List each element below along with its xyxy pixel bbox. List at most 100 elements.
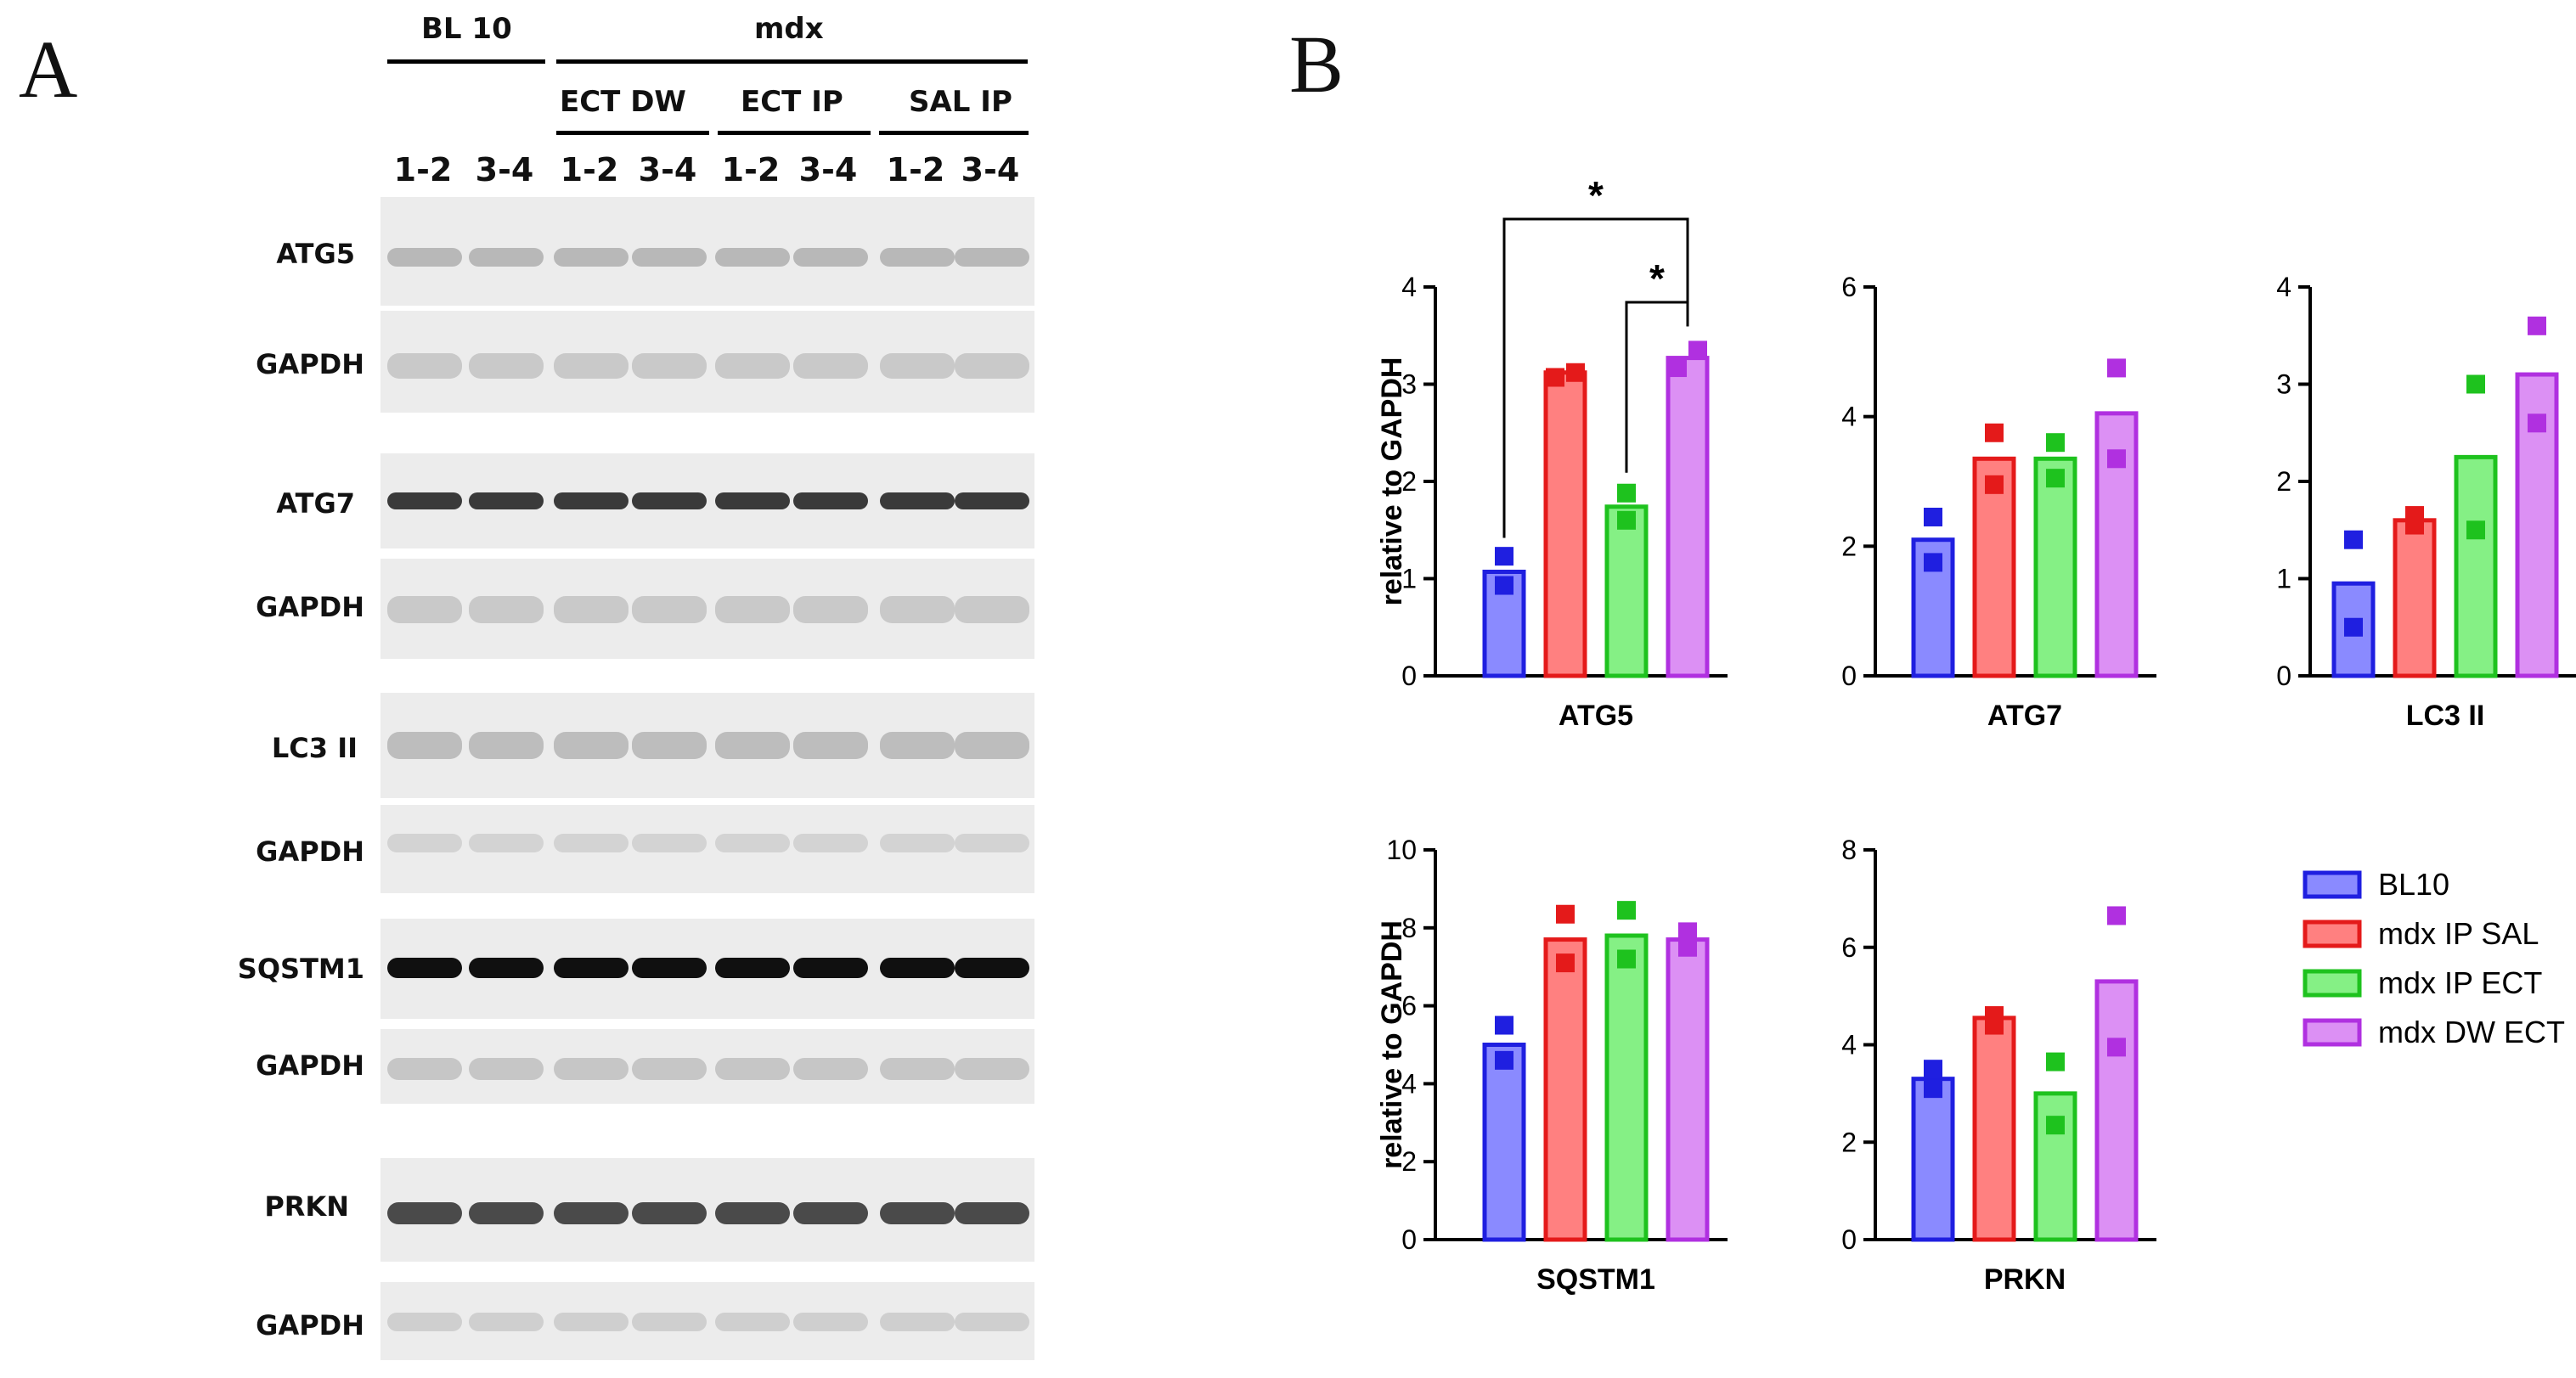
bar — [2033, 456, 2077, 678]
bar — [1543, 937, 1587, 1242]
x-axis-label: LC3 II — [2406, 700, 2485, 732]
data-point — [2405, 506, 2424, 526]
data-point — [2107, 449, 2126, 469]
y-tick-label: 0 — [2276, 661, 2291, 691]
blot-band — [632, 732, 707, 759]
legend-label: mdx IP ECT — [2378, 965, 2542, 1000]
y-tick-label: 10 — [1386, 835, 1417, 865]
data-point — [2528, 413, 2546, 433]
blot-band — [793, 353, 868, 379]
blot-row-label-gapdh: GAPDH — [256, 1049, 364, 1082]
blot-band — [880, 1202, 955, 1224]
blot-band — [469, 596, 544, 623]
y-tick-label: 8 — [1401, 913, 1417, 943]
data-point — [1924, 1079, 1942, 1099]
blot-band — [715, 1313, 790, 1331]
x-axis-label: SQSTM1 — [1536, 1263, 1655, 1296]
x-axis-label: ATG5 — [1559, 700, 1633, 732]
group-line-bl10 — [387, 59, 545, 64]
lane-label: 1-2 — [886, 151, 945, 188]
y-tick-label: 2 — [1841, 531, 1857, 561]
legend-label: mdx DW ECT — [2378, 1015, 2565, 1049]
blot-row-label-gapdh: GAPDH — [256, 348, 364, 380]
data-point — [2466, 374, 2485, 394]
x-axis-label: ATG7 — [1987, 700, 2062, 732]
data-point — [2046, 1116, 2065, 1135]
blot-band — [793, 1058, 868, 1080]
treatment-header-ect-dw: ECT DW — [560, 85, 686, 119]
data-point — [2344, 530, 2363, 549]
blot-row-label-atg5: ATG5 — [276, 238, 355, 270]
data-point — [1566, 363, 1585, 382]
blot-band — [469, 1313, 544, 1331]
blot-band — [715, 834, 790, 852]
blot-band — [793, 1202, 868, 1224]
blot-band — [715, 248, 790, 267]
bar — [1482, 1043, 1526, 1242]
significance-bracket — [1625, 301, 1689, 473]
bar — [2393, 518, 2437, 678]
blot-band — [880, 1058, 955, 1080]
data-point — [1617, 949, 1636, 969]
blot-band — [554, 1058, 628, 1080]
data-point — [2466, 520, 2485, 540]
blot-band — [469, 732, 544, 759]
data-point — [1985, 1006, 2004, 1026]
blot-strip-lc3ii — [380, 693, 1034, 798]
data-point — [1668, 358, 1687, 378]
blot-band — [955, 958, 1029, 978]
blot-strip-gapdh — [380, 1029, 1034, 1104]
blot-row-label-sqstm1: SQSTM1 — [237, 953, 364, 985]
y-tick-label: 4 — [1401, 1068, 1417, 1099]
legend-label: BL10 — [2378, 867, 2449, 902]
blot-band — [469, 248, 544, 267]
blot-band — [554, 596, 628, 623]
blot-band — [632, 1313, 707, 1331]
y-tick-label: 1 — [2276, 564, 2291, 594]
blot-band — [955, 1313, 1029, 1331]
blot-band — [387, 958, 462, 978]
blot-band — [469, 1202, 544, 1224]
treatment-line-ect-ip — [718, 131, 871, 135]
lane-label: 1-2 — [393, 151, 453, 188]
blot-band — [632, 834, 707, 852]
blot-strip-gapdh — [380, 1282, 1034, 1360]
blot-band — [880, 596, 955, 623]
blot-band — [793, 958, 868, 978]
blot-band — [880, 1313, 955, 1331]
legend-label: mdx IP SAL — [2378, 916, 2539, 951]
legend-swatch — [2303, 1018, 2362, 1047]
blot-band — [955, 492, 1029, 509]
y-tick-label: 0 — [1841, 661, 1857, 691]
bar — [1666, 937, 1710, 1242]
panel-b-label: B — [1289, 19, 1344, 110]
data-point — [2107, 1038, 2126, 1057]
blot-strip-atg5 — [380, 197, 1034, 306]
blot-band — [880, 248, 955, 267]
blot-band — [715, 958, 790, 978]
blot-band — [793, 492, 868, 509]
significance-bracket — [1502, 217, 1689, 538]
legend-swatch — [2303, 920, 2362, 948]
y-tick-label: 2 — [1401, 1146, 1417, 1177]
data-point — [1678, 922, 1697, 942]
data-point — [1924, 507, 1942, 526]
blot-row-label-gapdh: GAPDH — [256, 1309, 364, 1341]
data-point — [1617, 510, 1636, 530]
blot-strip-prkn — [380, 1158, 1034, 1262]
blot-band — [554, 958, 628, 978]
bar — [1543, 370, 1587, 678]
treatment-header-sal-ip: SAL IP — [909, 85, 1012, 119]
blot-band — [715, 732, 790, 759]
data-point — [1688, 340, 1707, 360]
data-point — [1678, 937, 1697, 957]
treatment-header-ect-ip: ECT IP — [741, 85, 843, 119]
lane-label: 3-4 — [638, 151, 697, 188]
y-axis-label: relative to GAPDH — [1376, 920, 1408, 1169]
blot-band — [715, 1058, 790, 1080]
data-point — [1495, 1015, 1513, 1035]
blot-strip-gapdh — [380, 311, 1034, 413]
blot-band — [715, 353, 790, 379]
bar — [1604, 933, 1649, 1242]
